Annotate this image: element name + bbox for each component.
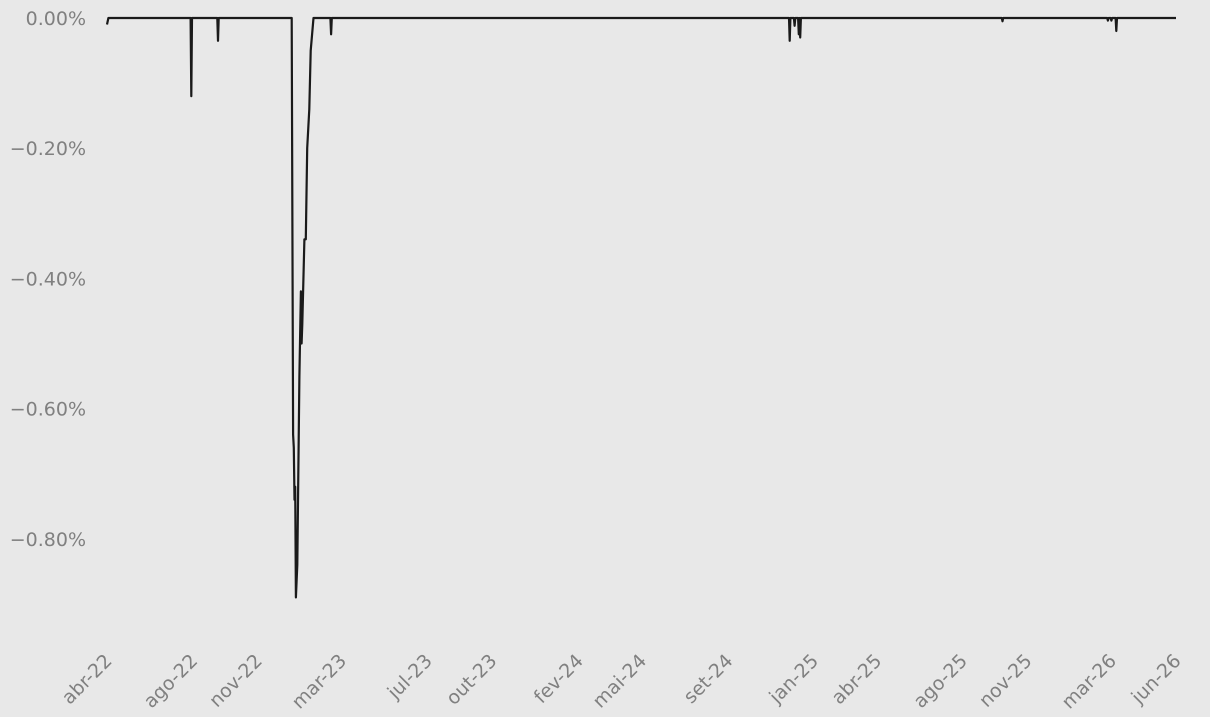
y-tick-label: −0.40%	[10, 268, 86, 290]
y-tick-label: −0.80%	[10, 529, 86, 551]
x-tick-label: abr-22	[58, 650, 117, 709]
x-tick-label: ago-25	[909, 650, 972, 713]
x-tick-label: mai-24	[588, 650, 651, 713]
x-tick-label: out-23	[442, 650, 502, 710]
x-tick-label: mar-23	[288, 650, 351, 713]
x-tick-label: jan-25	[764, 650, 823, 709]
y-axis: 0.00% −0.20% −0.40% −0.60% −0.80%	[10, 8, 86, 551]
x-tick-label: jun-26	[1127, 650, 1186, 709]
x-tick-label: abr-25	[827, 650, 886, 709]
x-tick-label: ago-22	[139, 650, 202, 713]
x-tick-label: jul-23	[383, 650, 437, 704]
x-tick-label: set-24	[679, 650, 737, 708]
x-tick-label: fev-24	[530, 650, 588, 708]
x-tick-label: nov-25	[975, 650, 1037, 712]
y-tick-label: −0.20%	[10, 138, 86, 160]
y-tick-label: −0.60%	[10, 399, 86, 421]
series-line	[105, 16, 1176, 599]
plot-area	[105, 16, 1176, 599]
x-tick-label: nov-22	[205, 650, 267, 712]
x-tick-label: mar-26	[1057, 650, 1120, 713]
y-tick-label: 0.00%	[26, 8, 86, 30]
x-axis: abr-22 ago-22 nov-22 mar-23 jul-23 out-23 fev-…	[58, 650, 1186, 713]
